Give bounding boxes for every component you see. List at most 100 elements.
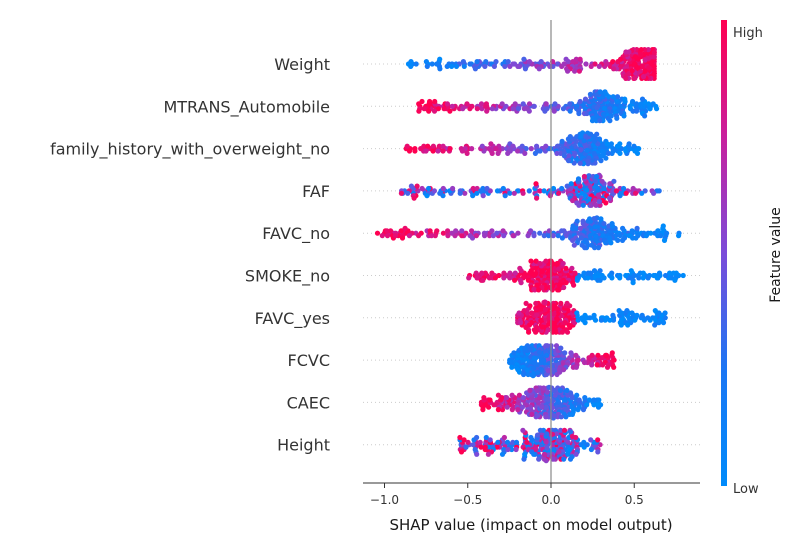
shap-point xyxy=(605,150,612,156)
shap-point xyxy=(474,451,480,457)
shap-point xyxy=(587,218,594,224)
shap-point xyxy=(645,275,651,281)
shap-point xyxy=(502,63,508,69)
feature-label: Weight xyxy=(274,55,330,74)
shap-point xyxy=(529,310,535,316)
shap-point xyxy=(652,308,658,314)
shap-point xyxy=(589,118,596,124)
shap-point xyxy=(552,320,558,326)
shap-point xyxy=(593,237,599,243)
shap-point xyxy=(630,98,636,105)
row-gridlines xyxy=(363,63,700,446)
shap-point xyxy=(592,61,598,67)
shap-point xyxy=(557,369,563,375)
shap-point xyxy=(510,439,516,445)
shap-point xyxy=(494,188,501,194)
shap-point xyxy=(570,59,576,65)
shap-point xyxy=(582,395,588,401)
shap-point xyxy=(482,446,488,453)
shap-point xyxy=(406,233,412,239)
shap-point xyxy=(626,141,632,147)
shap-point xyxy=(523,300,529,306)
x-axis-ticks: −1.0 −0.5 0.0 0.5 xyxy=(370,483,644,507)
shap-point xyxy=(424,193,430,199)
shap-point xyxy=(432,98,438,105)
shap-point xyxy=(529,320,535,326)
shap-point xyxy=(618,322,624,328)
shap-point xyxy=(515,106,522,112)
shap-point xyxy=(489,228,495,234)
shap-point xyxy=(577,56,583,62)
shap-point xyxy=(495,439,501,445)
shap-point xyxy=(651,190,657,196)
shap-point xyxy=(642,57,648,63)
shap-point xyxy=(534,388,541,394)
shap-point xyxy=(579,315,585,321)
shap-point xyxy=(440,230,446,236)
shap-point xyxy=(463,444,469,450)
shap-point xyxy=(630,185,636,192)
shap-point xyxy=(583,133,589,139)
shap-point xyxy=(470,442,476,448)
shap-point xyxy=(470,185,476,192)
shap-point xyxy=(522,66,529,72)
shap-point xyxy=(581,270,587,276)
shap-point xyxy=(607,181,613,187)
shap-point xyxy=(505,59,511,65)
feature-label: FAF xyxy=(302,182,330,201)
shap-point xyxy=(421,106,427,112)
shap-point xyxy=(427,98,433,105)
shap-point xyxy=(595,352,601,358)
shap-point xyxy=(528,146,534,152)
shap-point xyxy=(609,221,615,227)
shap-point xyxy=(573,451,579,457)
shap-point xyxy=(582,96,589,102)
shap-point xyxy=(379,233,385,239)
feature-label: MTRANS_Automobile xyxy=(163,97,330,117)
shap-point xyxy=(589,352,595,358)
shap-point xyxy=(599,178,605,184)
shap-point xyxy=(453,63,460,69)
shap-point xyxy=(676,272,682,279)
shap-point xyxy=(626,49,632,55)
shap-point xyxy=(562,350,568,356)
shap-point xyxy=(672,277,678,283)
shap-point xyxy=(651,63,657,69)
shap-point xyxy=(445,233,451,239)
shap-point xyxy=(414,183,420,189)
shap-point xyxy=(526,59,533,65)
shap-point xyxy=(554,143,561,149)
shap-point xyxy=(599,153,605,159)
shap-point xyxy=(594,105,600,111)
shap-point xyxy=(645,315,651,321)
beeswarm-points xyxy=(374,47,686,464)
shap-point xyxy=(480,407,486,413)
shap-point xyxy=(450,185,456,192)
shap-point xyxy=(553,343,560,349)
shap-point xyxy=(487,437,493,443)
shap-point xyxy=(634,101,640,107)
shap-point xyxy=(516,310,522,316)
shap-point xyxy=(398,228,404,234)
shap-point xyxy=(554,260,560,267)
shap-point xyxy=(447,146,453,152)
shap-point xyxy=(526,101,533,107)
shap-point xyxy=(550,185,557,192)
shap-point xyxy=(513,446,519,453)
shap-point xyxy=(576,397,582,403)
shap-point xyxy=(639,190,645,196)
shap-point xyxy=(521,56,527,62)
shap-point xyxy=(574,310,580,316)
shap-point xyxy=(587,315,593,321)
feature-label: CAEC xyxy=(287,393,330,412)
shap-point xyxy=(478,101,485,107)
shap-point xyxy=(555,233,561,239)
shap-point xyxy=(600,362,606,368)
shap-point xyxy=(587,91,594,97)
shap-point xyxy=(573,352,579,358)
shap-point xyxy=(430,143,436,149)
shap-point xyxy=(556,449,562,455)
shap-point xyxy=(423,148,429,154)
shap-point xyxy=(408,59,414,65)
shap-point xyxy=(558,427,564,433)
